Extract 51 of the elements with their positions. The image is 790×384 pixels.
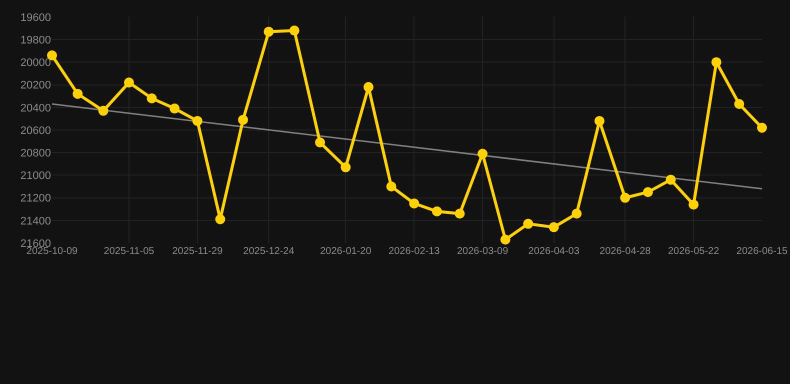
x-tick-label: 2025-12-24: [243, 246, 295, 257]
y-tick-label: 20800: [20, 147, 51, 160]
point: [666, 174, 676, 185]
x-tick-label: 2026-03-09: [456, 246, 509, 257]
point: [98, 106, 108, 116]
y-tick-label: 20000: [20, 57, 51, 70]
point: [711, 57, 722, 68]
y-tick-label: 20600: [20, 124, 51, 137]
y-tick-label: 19600: [20, 12, 51, 24]
point: [572, 208, 582, 219]
x-tick-label: 2026-01-20: [320, 246, 372, 257]
point: [523, 218, 534, 229]
point: [734, 99, 744, 110]
y-tick-label: 20200: [20, 80, 51, 92]
point: [289, 26, 300, 36]
point: [146, 93, 157, 104]
point: [238, 114, 248, 125]
point: [192, 116, 202, 126]
x-tick-label: 2026-04-03: [528, 246, 580, 257]
point: [500, 234, 510, 245]
point: [594, 116, 604, 126]
point: [642, 187, 653, 198]
y-tick-label: 21200: [20, 192, 51, 205]
x-tick-label: 2025-11-05: [104, 246, 155, 257]
point: [688, 200, 699, 210]
point: [124, 78, 134, 88]
point: [340, 162, 351, 172]
point: [215, 214, 226, 224]
x-tick-label: 2026-02-13: [388, 246, 440, 257]
x-tick-label: 2026-04-28: [600, 246, 652, 257]
point: [454, 208, 465, 219]
y-tick-label: 19800: [20, 34, 51, 46]
x-tick-label: 2025-10-09: [26, 246, 78, 257]
point: [315, 137, 326, 148]
point: [548, 222, 559, 232]
point: [72, 88, 83, 99]
y-tick-label: 21400: [20, 215, 51, 228]
point: [432, 206, 442, 216]
x-tick-label: 2026-05-22: [668, 246, 720, 257]
point: [264, 26, 274, 37]
x-tick-label: 2026-06-15: [736, 246, 788, 257]
point: [364, 82, 374, 92]
y-tick-label: 20400: [20, 102, 51, 114]
x-tick-label: 2025-11-29: [172, 246, 224, 257]
point: [478, 148, 488, 159]
point: [409, 198, 420, 208]
point: [170, 104, 180, 114]
point: [386, 182, 396, 192]
y-tick-label: 21000: [20, 170, 51, 182]
point: [757, 122, 767, 133]
point: [620, 192, 630, 203]
